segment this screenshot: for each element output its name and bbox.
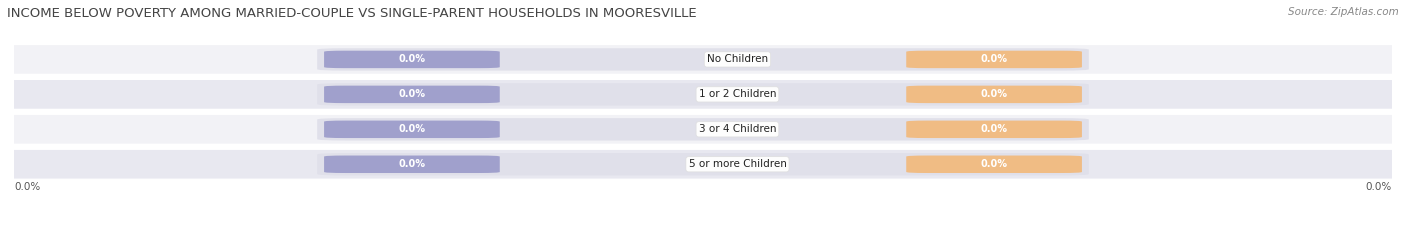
Text: 0.0%: 0.0% <box>980 159 1008 169</box>
Text: 1 or 2 Children: 1 or 2 Children <box>699 89 776 99</box>
Text: Source: ZipAtlas.com: Source: ZipAtlas.com <box>1288 7 1399 17</box>
FancyBboxPatch shape <box>323 86 499 103</box>
Text: 0.0%: 0.0% <box>398 89 426 99</box>
FancyBboxPatch shape <box>907 121 1083 138</box>
FancyBboxPatch shape <box>323 51 499 68</box>
FancyBboxPatch shape <box>318 118 1088 140</box>
FancyBboxPatch shape <box>323 156 499 173</box>
FancyBboxPatch shape <box>907 156 1083 173</box>
Text: No Children: No Children <box>707 55 768 64</box>
FancyBboxPatch shape <box>0 114 1406 144</box>
Text: 0.0%: 0.0% <box>398 124 426 134</box>
FancyBboxPatch shape <box>907 51 1083 68</box>
Text: 0.0%: 0.0% <box>14 182 41 192</box>
Text: 0.0%: 0.0% <box>398 55 426 64</box>
FancyBboxPatch shape <box>318 48 1088 71</box>
FancyBboxPatch shape <box>318 83 1088 106</box>
Text: 0.0%: 0.0% <box>1365 182 1392 192</box>
Legend: Married Couples, Single Parents: Married Couples, Single Parents <box>592 230 814 233</box>
Text: 0.0%: 0.0% <box>398 159 426 169</box>
FancyBboxPatch shape <box>0 79 1406 110</box>
Text: 5 or more Children: 5 or more Children <box>689 159 786 169</box>
FancyBboxPatch shape <box>0 149 1406 179</box>
FancyBboxPatch shape <box>0 44 1406 75</box>
FancyBboxPatch shape <box>318 153 1088 175</box>
Text: 0.0%: 0.0% <box>980 89 1008 99</box>
FancyBboxPatch shape <box>323 121 499 138</box>
Text: 0.0%: 0.0% <box>980 55 1008 64</box>
Text: 3 or 4 Children: 3 or 4 Children <box>699 124 776 134</box>
Text: 0.0%: 0.0% <box>980 124 1008 134</box>
Text: INCOME BELOW POVERTY AMONG MARRIED-COUPLE VS SINGLE-PARENT HOUSEHOLDS IN MOORESV: INCOME BELOW POVERTY AMONG MARRIED-COUPL… <box>7 7 696 20</box>
FancyBboxPatch shape <box>907 86 1083 103</box>
